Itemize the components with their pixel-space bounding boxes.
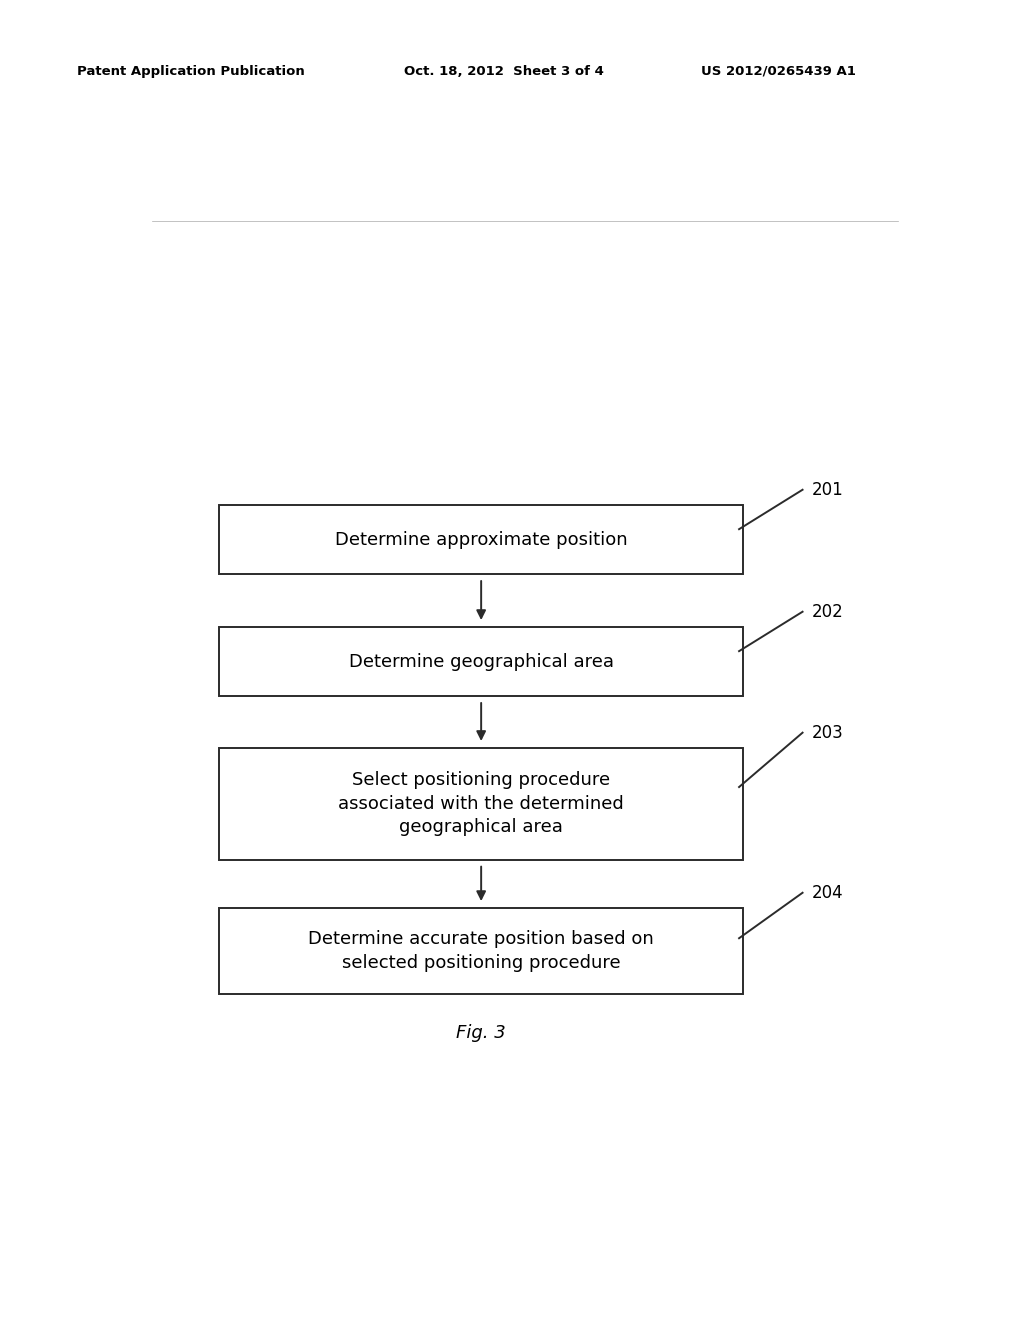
Text: Patent Application Publication: Patent Application Publication xyxy=(77,65,304,78)
Text: Oct. 18, 2012  Sheet 3 of 4: Oct. 18, 2012 Sheet 3 of 4 xyxy=(404,65,604,78)
Text: Fig. 3: Fig. 3 xyxy=(457,1023,506,1041)
Text: Determine accurate position based on
selected positioning procedure: Determine accurate position based on sel… xyxy=(308,931,654,972)
Bar xyxy=(219,506,743,574)
Text: Determine approximate position: Determine approximate position xyxy=(335,531,628,549)
Text: Determine geographical area: Determine geographical area xyxy=(348,652,613,671)
Text: 203: 203 xyxy=(812,723,844,742)
Text: 201: 201 xyxy=(812,480,844,499)
Bar xyxy=(219,908,743,994)
Text: 204: 204 xyxy=(812,884,844,902)
Text: Select positioning procedure
associated with the determined
geographical area: Select positioning procedure associated … xyxy=(338,771,624,837)
Bar xyxy=(219,748,743,859)
Text: US 2012/0265439 A1: US 2012/0265439 A1 xyxy=(701,65,856,78)
Bar xyxy=(219,627,743,696)
Text: 202: 202 xyxy=(812,603,844,620)
